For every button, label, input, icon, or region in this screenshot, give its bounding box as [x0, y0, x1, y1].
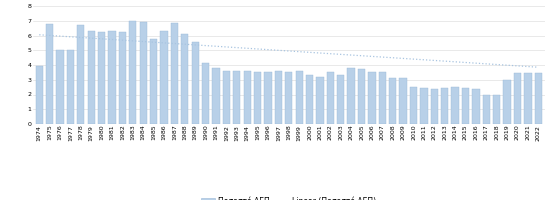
Bar — [254, 72, 261, 124]
Bar — [202, 63, 209, 124]
Bar — [358, 69, 365, 124]
Bar — [472, 89, 480, 124]
Bar — [420, 88, 427, 124]
Bar — [399, 78, 407, 124]
Bar — [46, 24, 53, 124]
Bar — [316, 77, 323, 124]
Bar — [212, 68, 219, 124]
Bar — [274, 71, 282, 124]
Bar — [223, 71, 230, 124]
Bar — [170, 23, 178, 124]
Bar — [441, 88, 448, 124]
Bar — [57, 50, 64, 124]
Bar — [77, 25, 85, 124]
Bar — [150, 39, 157, 124]
Legend: Ποσοστό ΑΕΠ, Linear (Ποσοστό ΑΕΠ): Ποσοστό ΑΕΠ, Linear (Ποσοστό ΑΕΠ) — [198, 194, 380, 200]
Bar — [233, 71, 240, 124]
Bar — [462, 88, 469, 124]
Bar — [452, 87, 459, 124]
Bar — [67, 50, 74, 124]
Bar — [503, 80, 511, 124]
Bar — [108, 31, 116, 124]
Bar — [244, 71, 251, 124]
Bar — [87, 31, 95, 124]
Bar — [493, 95, 500, 124]
Bar — [535, 73, 542, 124]
Bar — [285, 72, 293, 124]
Bar — [431, 89, 438, 124]
Bar — [36, 66, 43, 124]
Bar — [389, 78, 397, 124]
Bar — [524, 73, 531, 124]
Bar — [191, 42, 199, 124]
Bar — [483, 95, 490, 124]
Bar — [337, 75, 344, 124]
Bar — [181, 34, 189, 124]
Bar — [140, 22, 147, 124]
Bar — [410, 87, 417, 124]
Bar — [98, 32, 105, 124]
Bar — [306, 75, 313, 124]
Bar — [514, 73, 521, 124]
Bar — [119, 32, 126, 124]
Bar — [265, 72, 272, 124]
Bar — [129, 21, 136, 124]
Bar — [295, 71, 303, 124]
Bar — [161, 31, 168, 124]
Bar — [348, 68, 355, 124]
Bar — [368, 72, 376, 124]
Bar — [327, 72, 334, 124]
Bar — [379, 72, 386, 124]
